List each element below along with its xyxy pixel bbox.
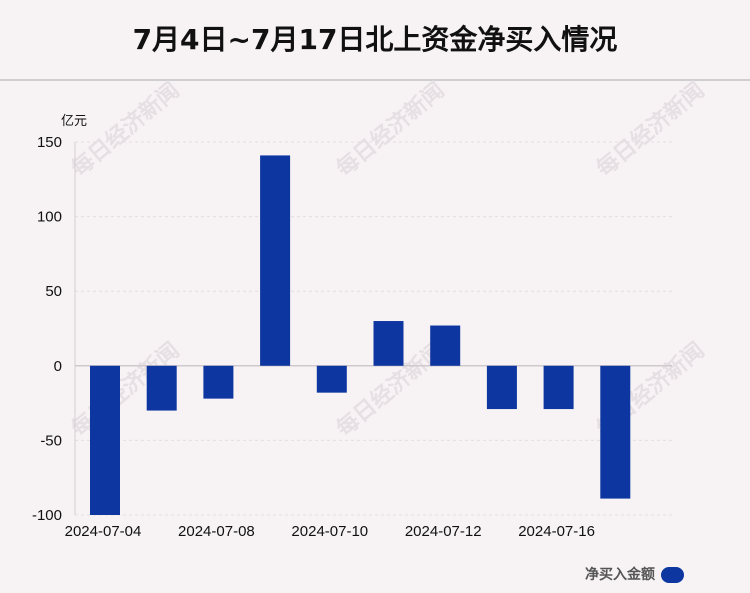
legend: 净买入金额 — [585, 566, 684, 583]
x-tick-label: 2024-07-08 — [178, 523, 255, 540]
bar — [316, 365, 347, 393]
bars — [90, 155, 631, 515]
bar — [373, 321, 404, 366]
y-tick-label: 50 — [45, 283, 62, 300]
y-tick-label: -50 — [40, 432, 62, 449]
bar — [260, 155, 291, 366]
y-tick-label: -100 — [32, 507, 62, 524]
chart-header: 7月4日~7月17日北上资金净买入情况 — [0, 0, 750, 81]
chart-title: 7月4日~7月17日北上资金净买入情况 — [132, 23, 618, 56]
watermark-text: 每日经济新闻 — [592, 77, 710, 182]
bar — [486, 365, 517, 410]
legend-swatch — [661, 567, 684, 583]
y-tick-label: 0 — [54, 358, 62, 375]
x-tick-label: 2024-07-12 — [405, 523, 482, 540]
legend-label: 净买入金额 — [585, 566, 655, 583]
x-tick-label: 2024-07-10 — [291, 523, 368, 540]
x-tick-label: 2024-07-04 — [65, 523, 142, 540]
bar — [600, 365, 631, 499]
bar — [146, 365, 177, 411]
watermark-text: 每日经济新闻 — [332, 77, 450, 182]
bar — [203, 365, 234, 399]
bar — [430, 325, 461, 366]
bar — [543, 365, 574, 410]
y-tick-label: 100 — [37, 209, 62, 226]
y-unit-label: 亿元 — [61, 114, 87, 129]
x-tick-label: 2024-07-16 — [518, 523, 595, 540]
watermark-text: 每日经济新闻 — [67, 77, 185, 182]
y-tick-label: 150 — [37, 134, 62, 151]
bar — [90, 365, 120, 515]
